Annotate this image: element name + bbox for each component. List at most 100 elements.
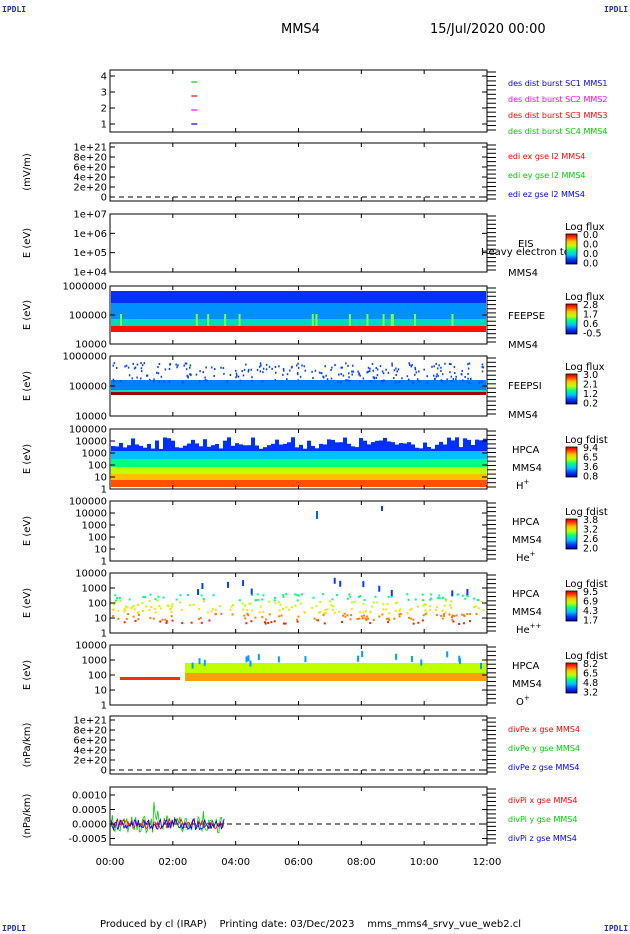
spectrogram-pixel (259, 467, 263, 474)
spectrogram-pixel (347, 459, 351, 467)
y-tick-label: 4e+20 (73, 746, 107, 757)
spectrogram-pixel (451, 590, 454, 597)
spectrogram-pixel (212, 594, 215, 597)
spectrogram-pixel (391, 459, 395, 467)
spectrogram-pixel (124, 365, 126, 368)
spectrogram-pixel (183, 474, 187, 480)
spectrogram-pixel (391, 442, 395, 451)
spectrogram-pixel (379, 459, 383, 467)
spectrogram-pixel (443, 474, 447, 480)
spectrogram-pixel (271, 451, 275, 459)
spectrogram-pixel (247, 445, 251, 451)
x-tick-label: 08:00 (347, 857, 376, 868)
x-tick-label: 02:00 (158, 857, 187, 868)
spectrogram-pixel (319, 451, 323, 459)
spectrogram-pixel (348, 376, 350, 379)
spectrogram-pixel (364, 610, 367, 613)
spectrogram-pixel (474, 605, 477, 608)
spectrogram-pixel (359, 474, 363, 480)
spectrogram-pixel (363, 480, 367, 487)
spectrogram-pixel (379, 480, 383, 487)
spectrogram-pixel (467, 377, 469, 380)
spectrogram-pixel (135, 480, 139, 487)
spectrogram-pixel (210, 610, 213, 613)
panel-frame (109, 715, 488, 775)
spectrogram-pixel (435, 608, 438, 611)
spectrogram-pixel (119, 442, 123, 451)
spectrogram-pixel (235, 451, 239, 459)
spectrogram-pixel (123, 474, 127, 480)
spectrogram-pixel (480, 600, 483, 603)
spectrogram-pixel (479, 440, 483, 451)
spectrogram-pixel (330, 377, 333, 380)
spectrogram-pixel (239, 379, 242, 382)
spectrogram-pixel (351, 446, 355, 451)
spectrogram-pixel (231, 451, 235, 459)
spectrogram-pixel (297, 379, 299, 382)
spectrogram-pixel (207, 474, 211, 480)
spectrogram-pixel (403, 480, 407, 487)
spacecraft-name: MMS4 (508, 340, 538, 351)
spectrogram-pixel (433, 374, 435, 377)
spectrogram-pixel (280, 614, 283, 617)
spectrogram-pixel (167, 605, 170, 608)
spectrogram-pixel (463, 480, 467, 487)
spectrogram-pixel (155, 459, 159, 467)
colorbar-tick-label: 4.3 (583, 606, 598, 617)
spectrogram-pixel (399, 443, 403, 451)
spectrogram-pixel (168, 380, 171, 383)
spectrogram-pixel (451, 480, 455, 487)
spectrogram-pixel (213, 374, 215, 377)
spectrogram-pixel (187, 459, 191, 467)
spectrogram (111, 291, 486, 332)
spectrogram-pixel (227, 451, 231, 459)
spectrogram-pixel (463, 459, 467, 467)
spectrogram-pixel (331, 609, 334, 612)
spectrogram-pixel (358, 373, 360, 376)
y-tick-label: 1 (101, 557, 107, 568)
spectrogram-pixel (258, 365, 261, 368)
spectrogram-pixel (154, 598, 157, 601)
spectrogram-pixel (215, 443, 219, 451)
spectrogram-pixel (241, 602, 244, 605)
spectrogram-pixel (423, 368, 425, 371)
spectrogram-pixel (275, 451, 279, 459)
spectrogram-pixel (190, 374, 192, 377)
spectrogram-pixel (475, 459, 479, 467)
spectrogram-pixel (483, 438, 487, 451)
instrument-name: FEEPSI (508, 381, 542, 392)
spectrogram-pixel (401, 377, 403, 380)
spectrogram-pixel (159, 607, 162, 610)
spectrogram-pixel (268, 600, 271, 603)
spectrogram-pixel (359, 595, 362, 598)
spectrogram-pixel (444, 598, 447, 601)
spectrogram-pixel (287, 480, 291, 487)
spectrogram-pixel (143, 362, 146, 365)
spectrogram-pixel (465, 594, 468, 597)
spectrogram-pixel (455, 474, 459, 480)
spectrogram-pixel (267, 451, 271, 459)
spectrogram-pixel (243, 467, 247, 474)
spectrogram-pixel (267, 459, 271, 467)
spectrogram-pixel (355, 480, 359, 487)
spectrogram-pixel (303, 365, 306, 368)
spectrogram-pixel (119, 467, 123, 474)
spectrogram-pixel (255, 451, 259, 459)
spectrogram-pixel (423, 451, 427, 459)
spectrogram-pixel (220, 612, 223, 615)
spectrogram-pixel (359, 459, 363, 467)
spectrogram-pixel (147, 480, 151, 487)
spectrogram-pixel (123, 610, 126, 613)
spectrogram-pixel (359, 380, 361, 383)
spectrogram-pixel (387, 459, 391, 467)
spectrogram-pixel (349, 595, 352, 598)
spectrogram-pixel (364, 617, 367, 620)
spectrogram-pixel (388, 618, 391, 621)
spectrogram-pixel (243, 474, 247, 480)
spectrogram-pixel (376, 374, 379, 377)
spectrogram-pixel (223, 451, 227, 459)
spectrogram-pixel (314, 369, 317, 372)
y-tick-label: 1000000 (62, 282, 107, 293)
spectrogram-pixel (167, 459, 171, 467)
spectrogram-pixel (441, 380, 443, 383)
